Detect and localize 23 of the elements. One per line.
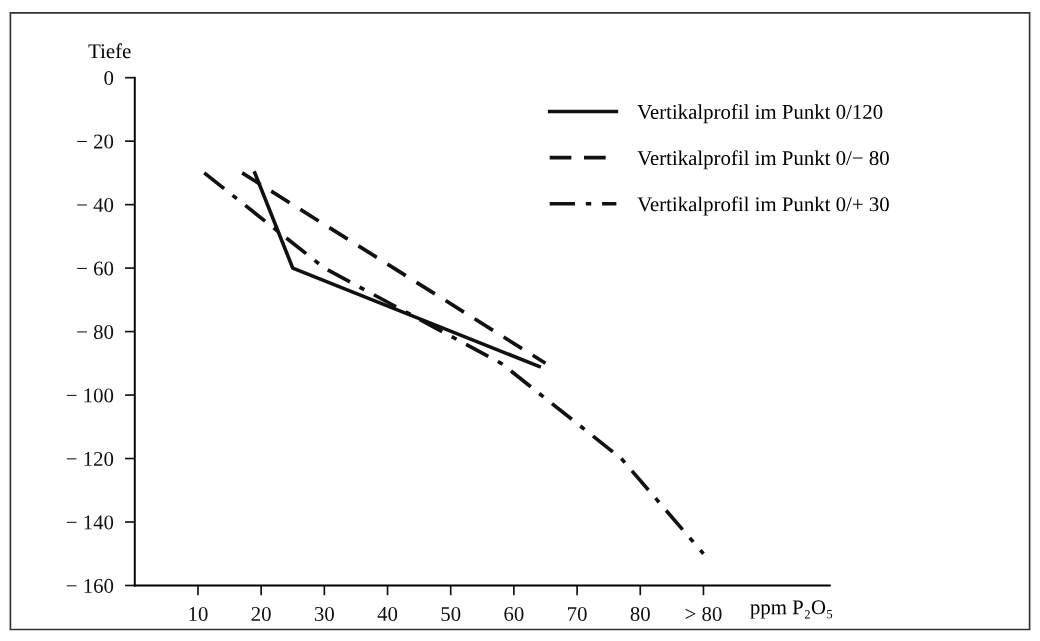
x-tick-label: 70: [568, 606, 587, 621]
x-tick-label: 30: [314, 606, 334, 621]
y-tick-label: 0: [104, 71, 114, 86]
x-tick-label: 50: [441, 606, 461, 621]
x-tick-label: 20: [251, 606, 271, 621]
y-tick-label: − 140: [66, 515, 114, 530]
y-tick-label: − 20: [77, 134, 114, 149]
legend-label: Vertikalprofil im Punkt 0/120: [637, 104, 883, 124]
x-tick-label: > 80: [685, 606, 722, 621]
y-tick-label: − 100: [66, 388, 114, 403]
y-axis-title: Tiefe: [88, 43, 131, 59]
x-axis-title: ppm P₂O₅: [750, 600, 833, 619]
x-tick-label: 60: [504, 606, 524, 621]
y-tick-label: − 120: [66, 451, 114, 466]
y-tick-label: − 160: [66, 578, 114, 593]
y-tick-label: − 80: [77, 324, 114, 340]
x-tick-label: 10: [189, 606, 208, 621]
legend-label: Vertikalprofil im Punkt 0/+ 30: [637, 196, 889, 216]
y-tick-label: − 40: [77, 198, 114, 213]
x-tick-label: 40: [377, 606, 398, 621]
y-tick-label: − 60: [77, 261, 114, 276]
legend-label: Vertikalprofil im Punkt 0/− 80: [637, 150, 889, 170]
x-tick-label: 80: [630, 606, 650, 621]
